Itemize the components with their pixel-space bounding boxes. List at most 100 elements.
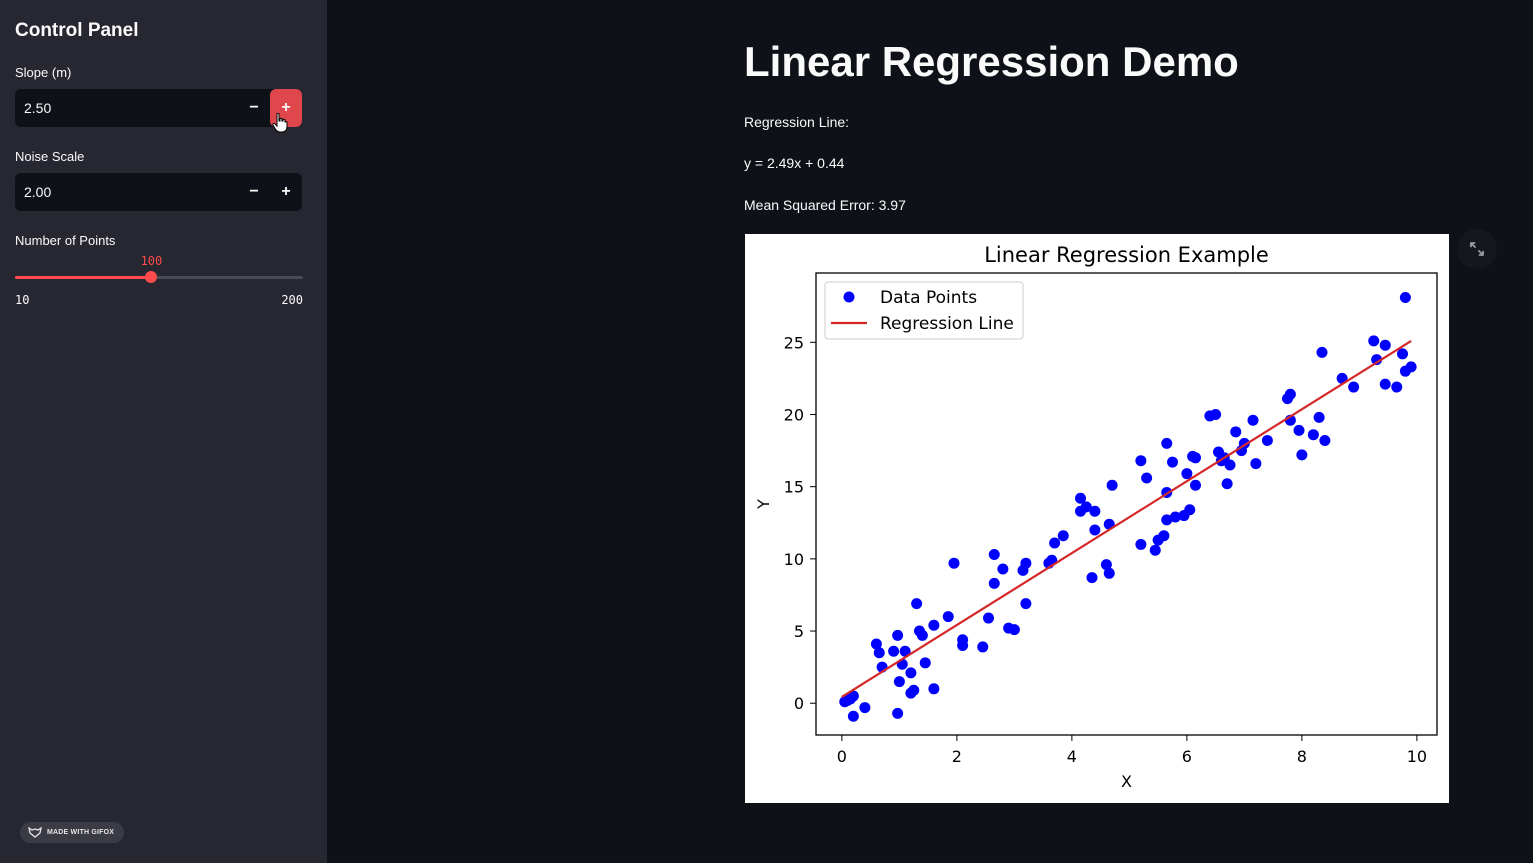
data-point [1086, 572, 1098, 584]
slope-decrement-button[interactable]: − [249, 99, 259, 116]
data-point [1313, 411, 1325, 423]
data-point [1284, 388, 1296, 400]
data-point [988, 549, 1000, 561]
data-point [1103, 567, 1115, 579]
points-slider-track[interactable] [15, 271, 303, 283]
mean-squared-error: Mean Squared Error: 3.97 [744, 197, 906, 213]
y-tick-label: 0 [794, 694, 804, 713]
data-point [1405, 361, 1417, 373]
data-point [1080, 501, 1092, 513]
data-point [892, 629, 904, 641]
data-point [1348, 381, 1360, 393]
regression-equation: y = 2.49x + 0.44 [744, 155, 845, 171]
data-point [1106, 479, 1118, 491]
data-point [1184, 504, 1196, 516]
data-point [948, 557, 960, 569]
y-tick-label: 5 [794, 622, 804, 641]
noise-value[interactable]: 2.00 [24, 184, 52, 200]
points-slider-max: 200 [281, 293, 303, 307]
x-tick-label: 2 [952, 747, 962, 766]
data-point [1190, 452, 1201, 464]
data-point [899, 645, 911, 657]
slope-value[interactable]: 2.50 [24, 100, 52, 116]
points-slider-value: 100 [140, 254, 163, 268]
data-point [1020, 598, 1032, 610]
y-tick-label: 20 [784, 405, 804, 424]
data-point [977, 641, 989, 653]
regression-line-label: Regression Line: [744, 114, 850, 130]
data-point [1169, 511, 1181, 523]
data-point [1008, 624, 1020, 636]
data-point [928, 619, 940, 631]
fullscreen-button[interactable] [1457, 229, 1497, 269]
data-point [911, 598, 923, 610]
noise-label: Noise Scale [15, 149, 85, 164]
data-point [1368, 335, 1380, 347]
noise-decrement-button[interactable]: − [249, 183, 259, 200]
made-with-gifox-badge[interactable]: MADE WITH GIFOX [20, 822, 125, 843]
x-axis-label: X [1121, 772, 1132, 791]
x-tick-label: 6 [1182, 747, 1192, 766]
data-point [847, 710, 859, 722]
data-point [1379, 378, 1391, 390]
data-point [892, 707, 904, 719]
data-point [1261, 434, 1273, 446]
legend-label-points: Data Points [880, 288, 977, 308]
data-point [1296, 449, 1308, 461]
chart-title: Linear Regression Example [984, 243, 1269, 267]
data-point [1075, 492, 1086, 504]
data-point [1089, 505, 1101, 517]
badge-label: MADE WITH GIFOX [47, 829, 115, 836]
data-point [997, 563, 1009, 575]
legend-box [824, 281, 1024, 340]
fox-icon [28, 827, 42, 838]
points-slider-min: 10 [15, 293, 30, 307]
data-point [928, 683, 940, 695]
data-point [859, 702, 871, 714]
data-point [905, 667, 917, 679]
page-title: Linear Regression Demo [744, 38, 1239, 85]
y-tick-label: 15 [784, 478, 804, 497]
points-slider-thumb[interactable] [145, 271, 158, 283]
data-point [916, 629, 928, 641]
data-point [908, 684, 920, 696]
y-tick-label: 25 [784, 333, 804, 352]
data-point [1319, 434, 1331, 446]
noise-increment-button[interactable]: + [281, 183, 291, 200]
points-label: Number of Points [15, 233, 116, 248]
data-point [1181, 468, 1193, 480]
data-point [1100, 559, 1112, 571]
data-point [1049, 537, 1061, 549]
data-point [1135, 538, 1147, 550]
data-point [1158, 530, 1170, 542]
data-point [1397, 348, 1408, 360]
data-point [888, 645, 900, 657]
data-point [1316, 346, 1328, 358]
slope-increment-button[interactable]: + [270, 89, 302, 127]
legend-marker-points [843, 291, 855, 303]
legend-label-line: Regression Line [880, 314, 1014, 334]
data-point [1210, 408, 1222, 420]
points-slider-fill [15, 276, 152, 279]
x-tick-label: 10 [1407, 747, 1427, 766]
regression-line [841, 340, 1412, 698]
noise-input[interactable]: 2.00 − + [15, 173, 302, 211]
data-point [1379, 339, 1391, 351]
data-point [1141, 472, 1153, 484]
slope-input[interactable]: 2.50 − + [15, 89, 302, 127]
data-point [1391, 381, 1403, 393]
y-axis-label: Y [754, 499, 773, 510]
sidebar: Control Panel Slope (m) 2.50 − + Noise S… [0, 0, 327, 863]
data-point [1250, 458, 1262, 470]
data-point [919, 657, 931, 669]
regression-chart: Linear Regression Example 0 2 4 6 8 10 0 5 10 15 20… [745, 234, 1449, 803]
x-tick-label: 4 [1067, 747, 1077, 766]
data-point [1293, 424, 1305, 436]
data-point [893, 676, 905, 688]
data-point [1190, 479, 1201, 491]
data-point [942, 611, 954, 623]
data-point [1167, 456, 1178, 468]
data-point [1399, 292, 1411, 304]
regression-chart-svg: Linear Regression Example 0 2 4 6 8 10 0 5 10 15 20… [754, 243, 1438, 791]
data-point [1161, 437, 1173, 449]
